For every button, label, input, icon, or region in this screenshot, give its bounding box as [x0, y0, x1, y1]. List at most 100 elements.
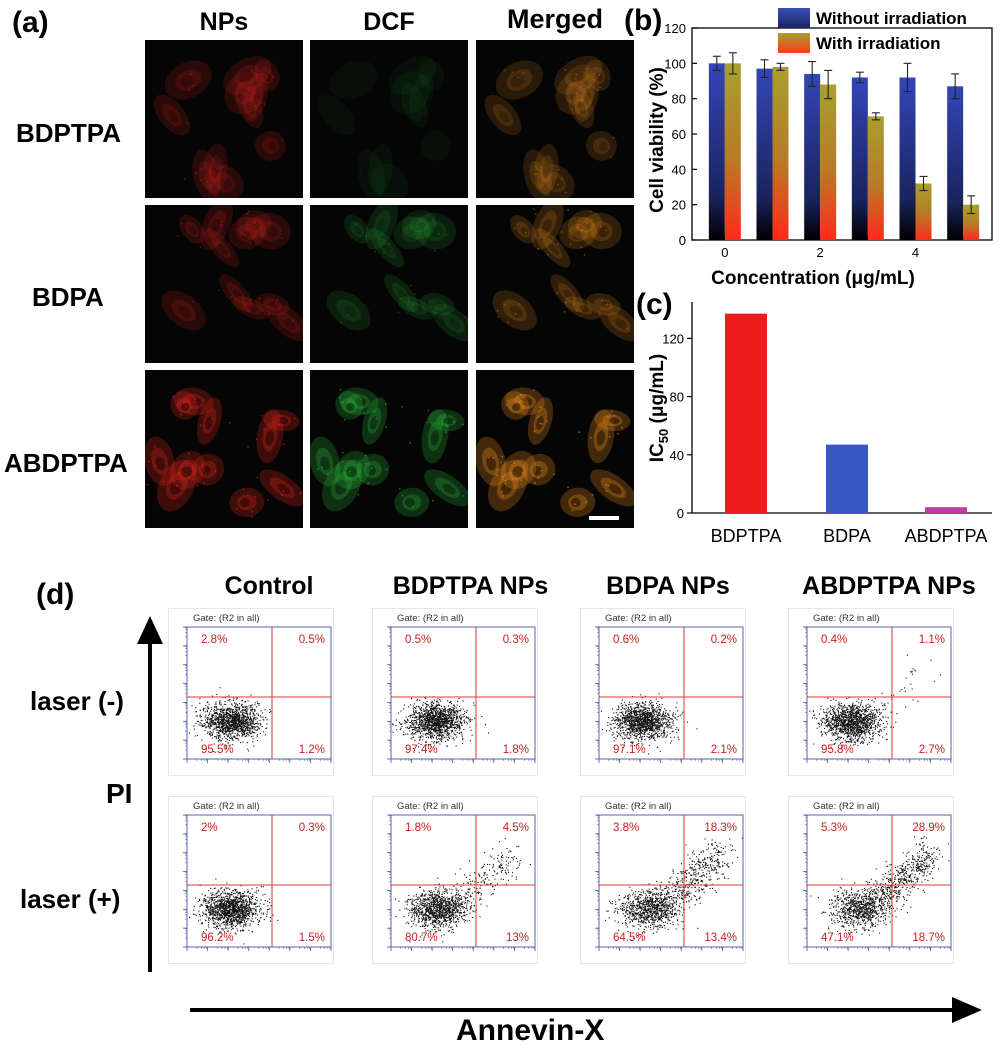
quadrant-value-lower-right: 18.7%: [912, 932, 945, 944]
row-label-bdptpa: BDPTPA: [16, 118, 121, 148]
column-label-dcf: DCF: [363, 8, 415, 36]
flow-frame: [806, 626, 952, 760]
scatter-points: [188, 687, 272, 753]
col-label-bdptpa-nps: BDPTPA NPs: [392, 572, 549, 600]
col-label-control: Control: [224, 572, 314, 600]
scatter-points: [600, 693, 698, 755]
quadrant-value-lower-left: 80.7%: [405, 932, 438, 944]
legend-without-irradiation: Without irradiation: [816, 9, 967, 28]
b-bar-with-3: [867, 116, 884, 240]
micro-bdptpa-dcf: [310, 40, 468, 198]
column-label-nps: NPs: [199, 8, 249, 36]
col-label-abdptpa-nps: ABDPTPA NPs: [802, 572, 976, 600]
quadrant-value-upper-right: 0.5%: [299, 634, 325, 646]
quadrant-value-lower-left: 97.4%: [405, 744, 438, 756]
gate-label: Gate: (R2 in all): [193, 801, 260, 812]
panel-c-label: (c): [636, 288, 673, 321]
scatter-points: [395, 838, 531, 943]
b-bar-without-3: [851, 77, 868, 240]
quadrant-value-upper-right: 0.2%: [711, 634, 737, 646]
flow-frame: [598, 626, 744, 760]
gate-label: Gate: (R2 in all): [605, 613, 672, 624]
b-y-tick-label: 80: [672, 92, 686, 107]
scatter-points: [809, 654, 942, 750]
scatter-points: [392, 696, 490, 752]
scatter-points: [188, 878, 279, 945]
quadrant-value-lower-right: 1.5%: [299, 932, 325, 944]
panel-a-label: (a): [12, 6, 49, 39]
quadrant-value-upper-right: 1.1%: [919, 634, 945, 646]
panel-d-label: (d): [36, 578, 75, 611]
flow-plot-bdpa-laser-minus: Gate: (R2 in all) 0.6% 0.2% 97.1% 2.1%: [580, 608, 746, 776]
quadrant-value-upper-left: 0.6%: [613, 634, 639, 646]
flow-plot-control-laser-minus: Gate: (R2 in all) 2.8% 0.5% 95.5% 1.2%: [168, 608, 334, 776]
quadrant-value-upper-left: 2.8%: [201, 634, 227, 646]
gate-label: Gate: (R2 in all): [193, 613, 260, 624]
quadrant-value-lower-left: 97.1%: [613, 744, 646, 756]
col-label-bdpa-nps: BDPA NPs: [606, 572, 730, 600]
micro-abdptpa-nps: [145, 370, 303, 528]
b-y-tick-label: 120: [664, 21, 686, 36]
row-label-bdpa: BDPA: [32, 282, 104, 312]
quadrant-value-lower-right: 13.4%: [704, 932, 737, 944]
b-y-tick-label: 20: [672, 198, 686, 213]
b-bar-without-4: [899, 77, 916, 240]
quadrant-value-upper-left: 2%: [201, 822, 218, 834]
quadrant-value-lower-left: 96.2%: [201, 932, 234, 944]
micro-bdpa-merged: [476, 205, 634, 363]
quadrant-value-lower-right: 1.2%: [299, 744, 325, 756]
b-x-axis-label: Concentration (μg/mL): [711, 268, 915, 289]
scatter-points: [605, 837, 743, 940]
micro-bdpa-dcf: [310, 205, 468, 363]
b-bar-with-2: [820, 84, 837, 241]
c-y-tick-label: 120: [662, 331, 684, 346]
scale-bar: [589, 516, 619, 520]
flow-frame: [806, 814, 952, 948]
b-bar-with-0: [724, 63, 741, 241]
flow-frame: [186, 814, 332, 948]
quadrant-value-upper-left: 5.3%: [821, 822, 847, 834]
pi-arrow-head: [137, 616, 163, 644]
flow-plot-abdptpa-laser-minus: Gate: (R2 in all) 0.4% 1.1% 95.8% 2.7%: [788, 608, 954, 776]
quadrant-value-upper-left: 1.8%: [405, 822, 431, 834]
quadrant-value-lower-right: 2.1%: [711, 744, 737, 756]
gate-label: Gate: (R2 in all): [813, 801, 880, 812]
b-y-tick-label: 40: [672, 162, 686, 177]
quadrant-value-upper-right: 0.3%: [299, 822, 325, 834]
c-y-tick-label: 80: [670, 390, 684, 405]
quadrant-value-lower-left: 47.1%: [821, 932, 854, 944]
b-bar-with-4: [915, 183, 932, 240]
annexin-axis-label: Annevin-X: [456, 1014, 605, 1047]
quadrant-value-upper-right: 18.3%: [704, 822, 737, 834]
legend-with-irradiation: With irradiation: [816, 34, 941, 53]
flow-plot-control-laser-plus: Gate: (R2 in all) 2% 0.3% 96.2% 1.5%: [168, 796, 334, 964]
quadrant-value-upper-left: 3.8%: [613, 822, 639, 834]
b-bar-without-5: [947, 86, 964, 240]
b-bar-without-1: [756, 68, 773, 240]
gate-label: Gate: (R2 in all): [397, 613, 464, 624]
b-y-tick-label: 60: [672, 127, 686, 142]
gate-label: Gate: (R2 in all): [397, 801, 464, 812]
gate-label: Gate: (R2 in all): [605, 801, 672, 812]
legend-swatch-without: [778, 8, 810, 28]
c-x-tick-label: BDPA: [823, 526, 871, 546]
micro-bdpa-nps: [145, 205, 303, 363]
c-bar-bdpa: [826, 444, 868, 513]
flow-frame: [598, 814, 744, 948]
flow-frame: [390, 626, 536, 760]
annexin-arrow-head: [952, 997, 982, 1023]
row-label-laser-plus: laser (+): [20, 884, 121, 914]
flow-plot-bdptpa-laser-minus: Gate: (R2 in all) 0.5% 0.3% 97.4% 1.8%: [372, 608, 538, 776]
c-y-tick-label: 40: [670, 448, 684, 463]
c-y-tick-label: 0: [677, 506, 684, 521]
flow-plot-bdptpa-laser-plus: Gate: (R2 in all) 1.8% 4.5% 80.7% 13%: [372, 796, 538, 964]
b-legend: Without irradiation With irradiation: [778, 8, 967, 53]
legend-swatch-with: [778, 33, 810, 53]
quadrant-value-lower-right: 2.7%: [919, 744, 945, 756]
c-x-tick-label: BDPTPA: [711, 526, 782, 546]
pi-axis-label: PI: [106, 778, 133, 809]
quadrant-value-lower-left: 64.5%: [613, 932, 646, 944]
b-bar-with-1: [772, 66, 789, 240]
quadrant-value-lower-right: 1.8%: [503, 744, 529, 756]
flow-plot-bdpa-laser-plus: Gate: (R2 in all) 3.8% 18.3% 64.5% 13.4%: [580, 796, 746, 964]
